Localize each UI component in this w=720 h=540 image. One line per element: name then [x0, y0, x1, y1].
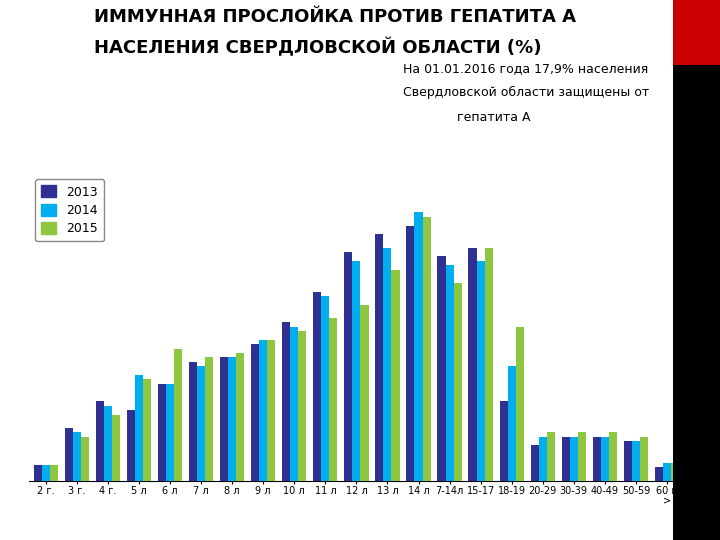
Bar [485, 247, 492, 481]
Bar [73, 432, 81, 481]
Bar [539, 437, 546, 481]
Bar [578, 432, 586, 481]
Text: гепатита А: гепатита А [457, 111, 531, 124]
Bar [384, 247, 392, 481]
Text: Свердловской области защищены от: Свердловской области защищены от [403, 86, 649, 99]
Bar [174, 349, 182, 481]
Bar [375, 234, 384, 481]
Bar [609, 432, 617, 481]
Bar [65, 428, 73, 481]
Bar [197, 366, 205, 481]
Bar [352, 261, 361, 481]
Bar [42, 465, 50, 481]
Bar [34, 465, 42, 481]
Bar [344, 252, 352, 481]
Bar [624, 441, 632, 481]
Bar [570, 437, 578, 481]
Bar [469, 247, 477, 481]
Bar [321, 296, 329, 481]
Bar [423, 217, 431, 481]
Bar [446, 265, 454, 481]
Bar [228, 357, 236, 481]
Bar [135, 375, 143, 481]
Legend: 2013, 2014, 2015: 2013, 2014, 2015 [35, 179, 104, 241]
Bar [531, 446, 539, 481]
Text: ИММУННАЯ ПРОСЛОЙКА ПРОТИВ ГЕПАТИТА А: ИММУННАЯ ПРОСЛОЙКА ПРОТИВ ГЕПАТИТА А [94, 8, 575, 26]
Bar [361, 305, 369, 481]
Bar [189, 362, 197, 481]
Text: НАСЕЛЕНИЯ СВЕРДЛОВСКОЙ ОБЛАСТИ (%): НАСЕЛЕНИЯ СВЕРДЛОВСКОЙ ОБЛАСТИ (%) [94, 38, 541, 57]
Bar [632, 441, 640, 481]
Bar [516, 327, 523, 481]
Bar [508, 366, 516, 481]
Text: На 01.01.2016 года 17,9% населения: На 01.01.2016 года 17,9% населения [403, 62, 649, 75]
Bar [500, 401, 508, 481]
Bar [562, 437, 570, 481]
Bar [158, 384, 166, 481]
Bar [313, 292, 321, 481]
Bar [454, 283, 462, 481]
Bar [406, 226, 415, 481]
Bar [236, 353, 244, 481]
Bar [298, 331, 307, 481]
Bar [640, 437, 648, 481]
Bar [96, 401, 104, 481]
Bar [671, 463, 679, 481]
Bar [127, 410, 135, 481]
Bar [282, 322, 290, 481]
Bar [259, 340, 267, 481]
Bar [104, 406, 112, 481]
Bar [166, 384, 174, 481]
Bar [546, 432, 555, 481]
Bar [477, 261, 485, 481]
Bar [205, 357, 213, 481]
Bar [220, 357, 228, 481]
Bar [267, 340, 275, 481]
Bar [50, 465, 58, 481]
Bar [251, 345, 259, 481]
Bar [663, 463, 671, 481]
Bar [438, 256, 446, 481]
Bar [392, 269, 400, 481]
Bar [81, 437, 89, 481]
Bar [654, 468, 663, 481]
Bar [415, 212, 423, 481]
Bar [593, 437, 600, 481]
Bar [329, 318, 338, 481]
Bar [112, 415, 120, 481]
Bar [290, 327, 298, 481]
Bar [600, 437, 609, 481]
Bar [143, 380, 151, 481]
